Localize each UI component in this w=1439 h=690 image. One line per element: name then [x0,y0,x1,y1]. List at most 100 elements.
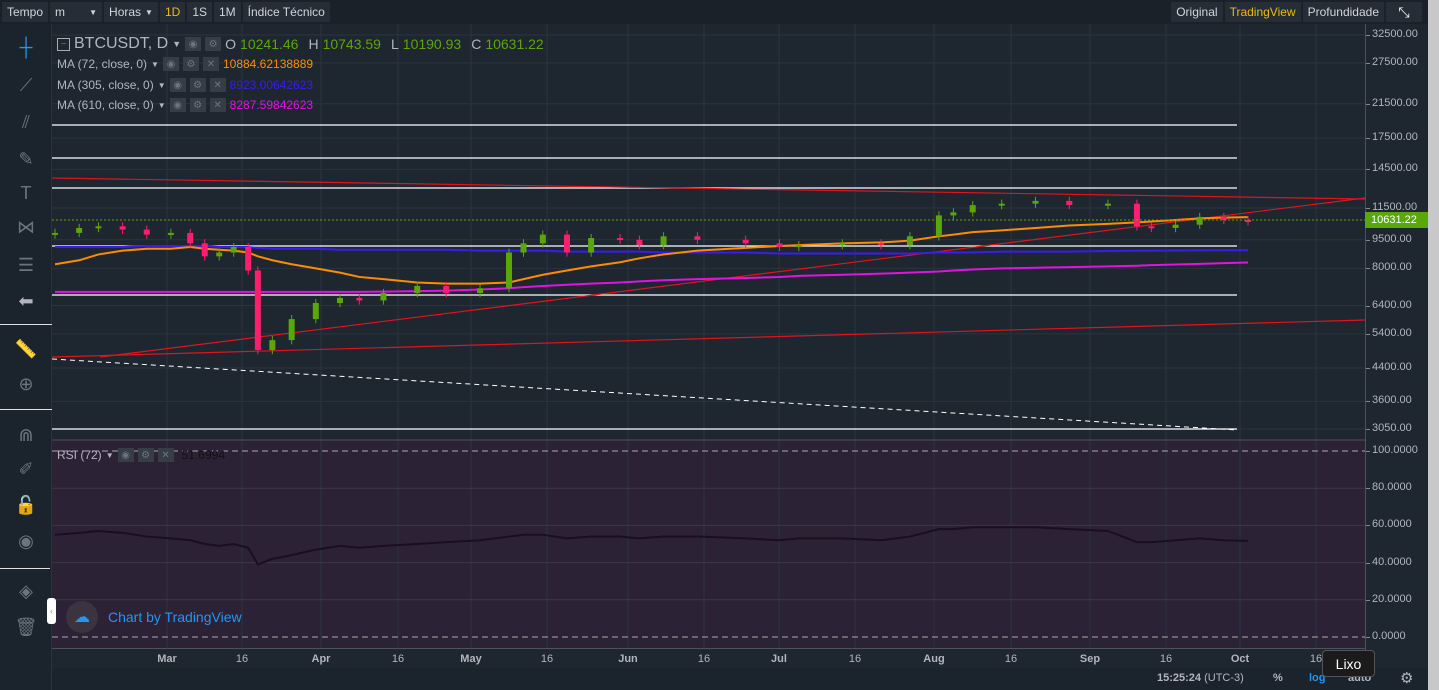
candle [1196,216,1203,225]
candle [969,205,976,213]
collapse-icon[interactable]: − [57,37,70,51]
study-label[interactable]: MA (72, close, 0) [57,57,148,71]
percent-scale-button[interactable]: % [1273,672,1283,684]
high-label: H [308,36,319,52]
study-label[interactable]: MA (610, close, 0) [57,98,154,112]
candle [1245,219,1252,222]
study-label[interactable]: MA (305, close, 0) [57,78,154,92]
tempo-button[interactable]: Tempo [2,2,49,22]
price-tick: 3600.00 [1366,394,1412,407]
layers-icon[interactable]: ◈ [19,580,33,601]
date-tick: Jun [618,653,638,665]
chevron-down-icon[interactable]: ▼ [172,39,182,49]
minutes-dropdown[interactable]: m ▼ [50,2,103,22]
top-toolbar: Tempo m ▼ Horas ▼ 1D 1S 1M Índice Técnico … [0,0,1428,24]
price-tick: 21500.00 [1366,96,1418,109]
eye-icon[interactable]: ◉ [117,448,134,462]
date-tick: 16 [391,653,405,665]
text-icon[interactable]: T [20,182,32,203]
candle [1220,216,1227,220]
chevron-down-icon[interactable]: ▼ [157,80,166,90]
page-scrollbar[interactable] [1428,0,1439,690]
eye-icon[interactable]: ◉ [162,57,179,71]
collapse-toolbar-handle[interactable]: ‹ [47,598,56,624]
magnet-icon[interactable]: ⋒ [18,424,34,445]
study-legend-ma610: MA (610, close, 0) ▼ ◉ ⚙ ✕ 8287.59842623 [57,98,313,112]
date-tick: May [460,653,482,665]
arrow-left-icon[interactable]: ⬅ [18,290,34,311]
study-legend-ma305: MA (305, close, 0) ▼ ◉ ⚙ ✕ 8923.00642623 [57,78,313,92]
candle [245,246,252,271]
fullscreen-collapse-icon[interactable]: ⤡ [1386,2,1422,22]
original-view-button[interactable]: Original [1171,2,1223,22]
pitchfork-icon[interactable]: ⫽ [21,111,31,132]
rsi-pane[interactable] [52,440,1365,648]
candle [506,252,513,289]
candle [143,229,150,235]
candle [877,243,884,246]
pattern-icon[interactable]: ⋈ [17,216,35,237]
horizontal-lines [52,124,1237,430]
chevron-down-icon: ▼ [145,7,153,17]
tradingview-watermark[interactable]: ☁ Chart by TradingView [66,601,242,633]
trash-icon[interactable]: 🗑 [14,616,38,637]
close-icon[interactable]: ✕ [157,448,174,462]
date-tick: 16 [848,653,862,665]
candle [1032,200,1039,204]
close-icon[interactable]: ✕ [202,57,219,71]
lock-drawing-icon[interactable]: ✐ [18,458,34,479]
interval-1w-button[interactable]: 1S [187,2,212,22]
candle [935,215,942,237]
price-tick: 9500.00 [1366,232,1412,245]
chevron-down-icon[interactable]: ▼ [151,59,159,69]
eye-icon[interactable]: ◉ [169,78,186,92]
ma610-line [55,261,1249,293]
candle [906,236,913,246]
price-tick: 17500.00 [1366,131,1418,144]
log-scale-button[interactable]: log [1309,672,1326,684]
candle [414,285,421,294]
close-icon[interactable]: ✕ [209,98,226,112]
unlock-icon[interactable]: 🔓 [14,494,38,515]
prediction-icon[interactable]: ☰ [17,254,35,275]
ruler-icon[interactable]: 📏 [14,338,38,359]
gear-icon[interactable]: ⚙ [137,448,154,462]
candle [1104,203,1111,206]
candle [1148,226,1155,229]
candle [563,234,570,253]
tradingview-view-button[interactable]: TradingView [1224,2,1301,22]
eye-icon[interactable]: ◉ [18,530,34,551]
price-axis[interactable]: 32500.00 27500.00 21500.00 17500.00 14500.00… [1365,24,1428,668]
interval-1d-button[interactable]: 1D [159,2,186,22]
eye-icon[interactable]: ◉ [185,37,202,51]
technical-index-button[interactable]: Índice Técnico [242,2,330,22]
symbol-name[interactable]: BTCUSDT, D [74,35,169,52]
date-tick: Aug [923,653,945,665]
eye-icon[interactable]: ◉ [169,98,186,112]
gear-icon[interactable]: ⚙ [205,37,222,51]
interval-1m-button[interactable]: 1M [214,2,241,22]
zoom-in-icon[interactable]: ⊕ [18,373,34,394]
chevron-down-icon[interactable]: ▼ [157,100,166,110]
rsi-label[interactable]: RSI (72) [57,448,102,462]
date-axis[interactable]: Mar 16 Apr 16 May 16 Jun 16 Jul 16 Aug 16 Sep 16 Oct 16 [52,648,1365,668]
depth-view-button[interactable]: Profundidade [1302,2,1384,22]
candle [254,270,261,351]
gear-icon[interactable]: ⚙ [1400,670,1414,687]
gear-icon[interactable]: ⚙ [182,57,199,71]
trend-line-icon[interactable]: ⟋ [19,74,33,95]
rsi-legend: RSI (72) ▼ ◉ ⚙ ✕ 51.6994 [57,448,225,462]
gear-icon[interactable]: ⚙ [189,78,206,92]
crosshair-icon[interactable]: ┼ [19,36,33,57]
gear-icon[interactable]: ⚙ [189,98,206,112]
hours-dropdown[interactable]: Horas ▼ [104,2,158,22]
close-icon[interactable]: ✕ [209,78,226,92]
candle [216,252,223,257]
chevron-down-icon[interactable]: ▼ [105,450,114,460]
candle [1172,224,1179,228]
candle [76,227,83,233]
price-tick: 5400.00 [1366,326,1412,339]
brush-icon[interactable]: ✎ [18,148,34,169]
timezone[interactable]: (UTC-3) [1204,672,1244,684]
candle [950,212,957,216]
